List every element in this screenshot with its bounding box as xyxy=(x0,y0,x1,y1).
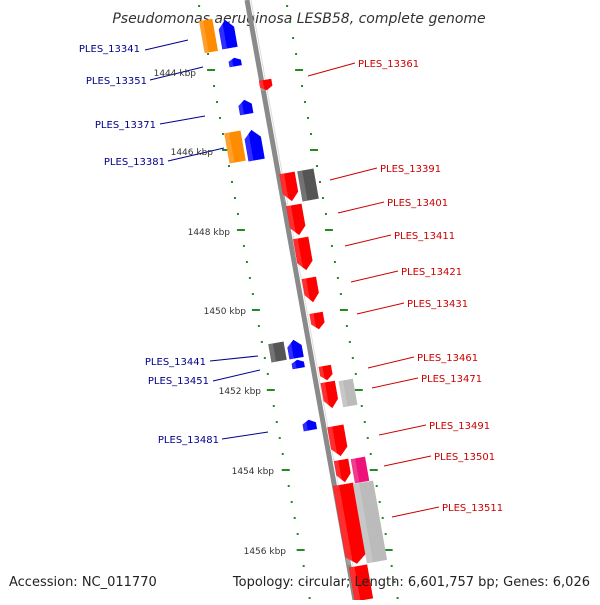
leader-line xyxy=(367,356,415,369)
gene-label-ples-13451[interactable]: PLES_13451 xyxy=(148,376,209,387)
gene-gray-13441[interactable] xyxy=(268,341,287,363)
gene-blue-13441[interactable] xyxy=(286,339,304,360)
gene-label-ples-13511[interactable]: PLES_13511 xyxy=(442,503,503,514)
leader-line xyxy=(221,431,269,440)
gene-label-ples-13481[interactable]: PLES_13481 xyxy=(158,435,219,446)
gene-label-ples-13501[interactable]: PLES_13501 xyxy=(434,452,495,463)
leader-line xyxy=(212,369,261,382)
leader-line xyxy=(344,234,392,247)
leader-line xyxy=(329,167,378,181)
leader-line xyxy=(209,355,259,362)
gene-red-13461[interactable] xyxy=(318,364,333,381)
leader-line xyxy=(391,506,440,518)
gene-label-ples-13391[interactable]: PLES_13391 xyxy=(380,164,441,175)
gene-red-13391[interactable] xyxy=(279,171,300,203)
leader-line xyxy=(159,115,206,125)
gene-red-13361[interactable] xyxy=(258,78,273,91)
topology-text: Topology: circular; Length: 6,601,757 bp… xyxy=(232,575,590,590)
outer-tick-track xyxy=(286,5,399,599)
leader-line xyxy=(167,147,225,162)
gene-magenta-13501[interactable] xyxy=(350,456,370,484)
reverse-gene-labels: PLES_13361 PLES_13391 PLES_13401 PLES_13… xyxy=(358,59,503,514)
gene-label-ples-13471[interactable]: PLES_13471 xyxy=(421,374,482,385)
gene-label-ples-13351[interactable]: PLES_13351 xyxy=(86,76,147,87)
gene-label-ples-13371[interactable]: PLES_13371 xyxy=(95,120,156,131)
gene-gray-13511[interactable] xyxy=(352,480,388,564)
gene-label-ples-13441[interactable]: PLES_13441 xyxy=(145,357,206,368)
leader-line xyxy=(337,201,385,214)
gene-blue-1[interactable] xyxy=(217,19,238,50)
gene-blue-3[interactable] xyxy=(237,99,254,116)
gene-gray-13391[interactable] xyxy=(297,168,319,202)
gene-red-13411[interactable] xyxy=(293,236,313,272)
kbp-label: 1452 kbp xyxy=(219,387,262,397)
gene-red-bottom[interactable] xyxy=(348,564,374,602)
gene-orange-1[interactable] xyxy=(199,18,218,54)
map-title: Pseudomonas aeruginosa LESB58, complete … xyxy=(112,11,485,27)
gene-red-13501[interactable] xyxy=(333,458,352,484)
gene-blue-13481[interactable] xyxy=(302,419,318,432)
gene-features xyxy=(199,18,388,602)
gene-red-13421[interactable] xyxy=(301,276,320,304)
gene-label-ples-13431[interactable]: PLES_13431 xyxy=(407,299,468,310)
gene-gray-13471[interactable] xyxy=(338,378,358,408)
leader-line xyxy=(307,62,356,77)
kbp-label: 1450 kbp xyxy=(204,307,247,317)
leader-line xyxy=(144,39,189,51)
inner-tick-track xyxy=(198,5,311,599)
label-leader-lines xyxy=(144,39,440,518)
gene-label-ples-13341[interactable]: PLES_13341 xyxy=(79,44,140,55)
gene-orange-2[interactable] xyxy=(224,130,246,164)
kbp-label: 1446 kbp xyxy=(171,148,214,158)
leader-line xyxy=(356,302,405,315)
forward-gene-labels: PLES_13341 PLES_13351 PLES_13371 PLES_13… xyxy=(79,44,219,446)
leader-line xyxy=(350,270,399,283)
gene-blue-2[interactable] xyxy=(228,57,242,68)
kbp-label: 1444 kbp xyxy=(154,69,197,79)
gene-label-ples-13421[interactable]: PLES_13421 xyxy=(401,267,462,278)
kbp-label: 1454 kbp xyxy=(232,467,275,477)
gene-blue-13381[interactable] xyxy=(243,129,265,162)
gene-label-ples-13401[interactable]: PLES_13401 xyxy=(387,198,448,209)
gene-red-13491[interactable] xyxy=(327,424,349,458)
leader-line xyxy=(149,66,204,81)
gene-label-ples-13461[interactable]: PLES_13461 xyxy=(417,353,478,364)
gene-red-13511[interactable] xyxy=(332,482,367,566)
leader-line xyxy=(378,424,427,436)
gene-red-13431[interactable] xyxy=(309,311,326,331)
gene-blue-13451[interactable] xyxy=(291,359,305,370)
gene-label-ples-13381[interactable]: PLES_13381 xyxy=(104,157,165,168)
leader-line xyxy=(371,377,419,389)
kbp-label: 1448 kbp xyxy=(188,228,231,238)
leader-line xyxy=(383,455,432,467)
gene-label-ples-13411[interactable]: PLES_13411 xyxy=(394,231,455,242)
gene-label-ples-13491[interactable]: PLES_13491 xyxy=(429,421,490,432)
accession-text: Accession: NC_011770 xyxy=(9,575,157,590)
kbp-label: 1456 kbp xyxy=(244,547,287,557)
gene-label-ples-13361[interactable]: PLES_13361 xyxy=(358,59,419,70)
gene-red-13401[interactable] xyxy=(286,203,307,237)
gene-red-13471[interactable] xyxy=(320,380,339,410)
kbp-scale-labels: 1444 kbp 1446 kbp 1448 kbp 1450 kbp 1452… xyxy=(154,69,287,557)
